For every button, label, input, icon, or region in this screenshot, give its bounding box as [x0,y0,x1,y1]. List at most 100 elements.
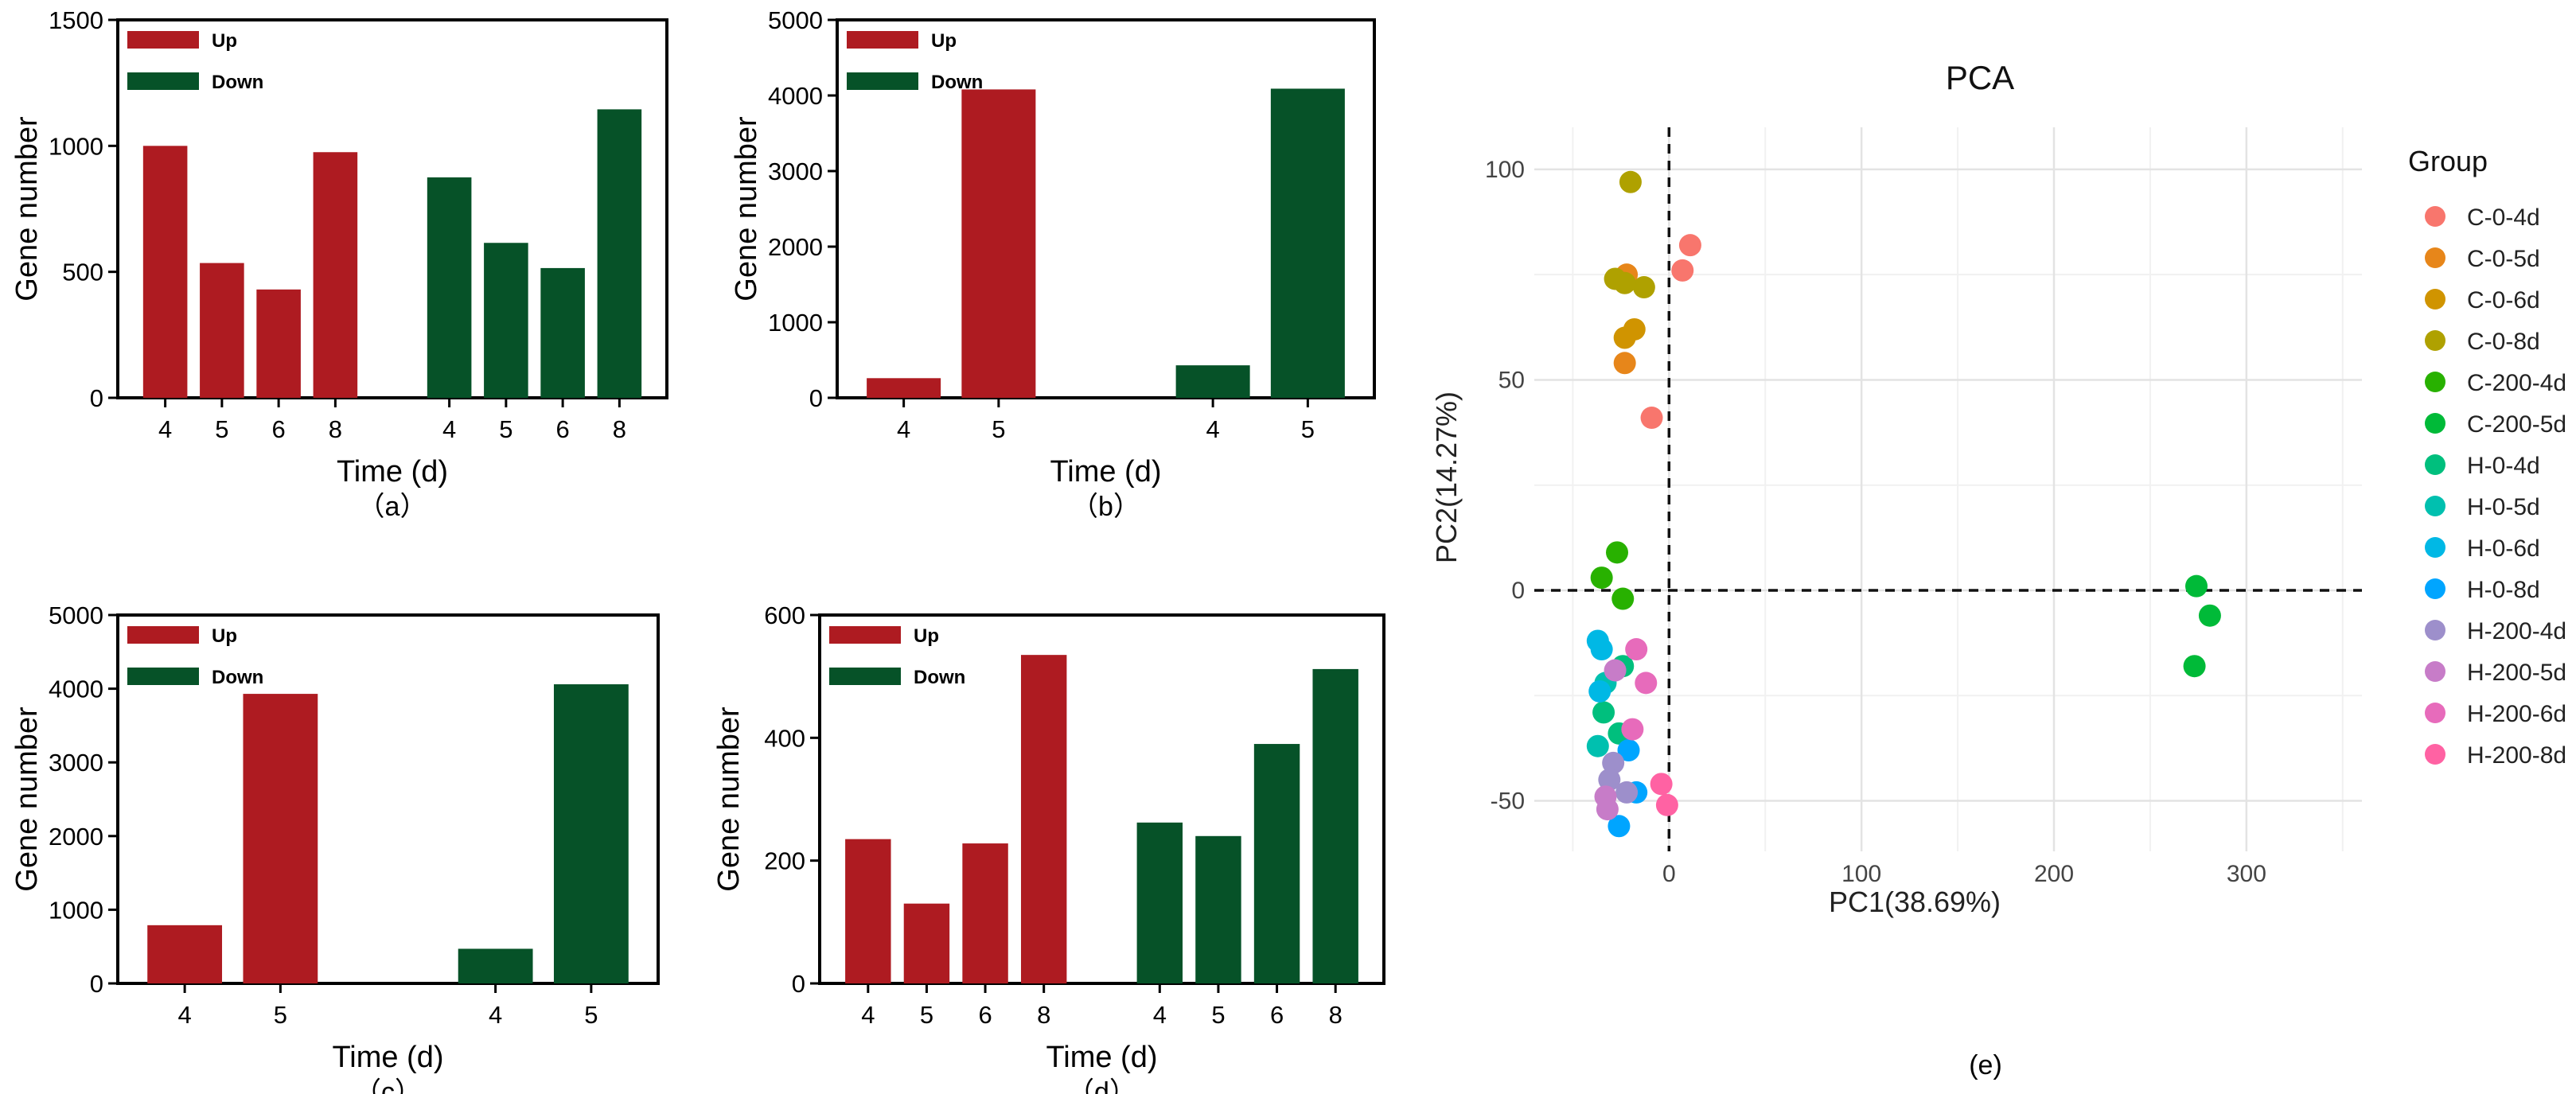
bar-down-6 [1253,744,1300,983]
y-tick-label: 5000 [768,6,823,34]
x-tick-label: 5 [992,415,1005,443]
x-tick-label: 5 [215,415,228,443]
bar-down-4 [1175,365,1250,398]
x-tick-label: 5 [499,415,512,443]
legend-marker-H-200-4d [2425,620,2445,640]
y-tick-label: 4000 [768,82,823,110]
bar-up-6 [962,843,1008,983]
legend-marker-C-200-4d [2425,372,2445,392]
y-axis-title: PC2(14.27%) [1430,391,1463,563]
x-tick-label: 4 [489,1001,502,1029]
y-tick-label: 400 [764,724,805,752]
legend-swatch-down [127,72,199,90]
point-C-0-8d [1632,276,1655,299]
legend-swatch-down [847,72,918,90]
legend-label-up: Up [914,625,939,647]
x-tick-label: 0 [1662,861,1676,887]
legend-marker-H-200-6d [2425,703,2445,723]
legend-marker-C-0-4d [2425,206,2445,227]
legend-label-H-200-5d: H-200-5d [2467,660,2566,686]
point-C-200-4d [1606,541,1628,564]
point-H-200-5d [1594,785,1617,808]
x-tick-label: 6 [556,415,570,443]
y-tick-label: 600 [764,602,805,629]
y-tick-label: 100 [1485,157,1525,183]
bar-up-8 [313,152,358,398]
legend-swatch-up [127,31,199,49]
panel-d-bar-chart: 0 200 400 600 4 5 6 8 4 5 6 8 Up Down Gene number Time … [712,602,1385,1094]
bar-down-5 [1270,88,1345,398]
y-tick-label: 1000 [49,896,103,924]
x-tick-label: 4 [442,415,456,443]
legend-marker-H-0-4d [2425,454,2445,475]
y-axis-title: Gene number [10,116,44,302]
legend-label-C-0-8d: C-0-8d [2467,329,2540,355]
legend-label-down: Down [931,72,983,93]
point-H-0-4d [1592,701,1615,724]
legend-label-H-0-8d: H-0-8d [2467,577,2540,603]
bar-down-8 [597,109,642,398]
bar-up-4 [845,839,891,983]
y-tick-label: 0 [809,384,823,412]
legend-marker-H-200-8d [2425,744,2445,765]
legend-marker-H-200-5d [2425,661,2445,682]
bar-down-4 [1136,822,1183,983]
x-tick-label: 8 [329,415,342,443]
bar-up-5 [243,694,318,983]
bar-up-4 [142,146,188,399]
point-H-200-4d [1598,769,1621,792]
legend-label-down: Down [212,667,263,688]
legend-marker-H-0-8d [2425,578,2445,599]
x-tick-label: 300 [2227,861,2266,887]
legend-label-down: Down [914,667,965,688]
point-H-200-6d [1635,672,1658,695]
bar-up-6 [256,289,301,398]
legend-label-C-0-5d: C-0-5d [2467,246,2540,272]
y-tick-label: 1000 [49,132,103,160]
x-axis-title: Time (d) [1050,455,1161,489]
legend-label-H-0-4d: H-0-4d [2467,453,2540,479]
legend-marker-C-0-8d [2425,330,2445,351]
x-tick-label: 6 [272,415,286,443]
bar-down-6 [540,267,585,398]
y-tick-label: 3000 [768,158,823,185]
legend-label-H-200-6d: H-200-6d [2467,701,2566,727]
panel-label: （c） [354,1077,422,1094]
point-C-200-4d [1611,587,1635,610]
bar-up-4 [147,925,223,983]
legend-swatch-up [127,626,199,644]
bar-up-5 [200,263,244,398]
panel-label: （d） [1067,1077,1136,1094]
x-axis-title: PC1(38.69%) [1829,886,2001,918]
point-H-0-8d [1617,739,1640,762]
plot-frame [116,613,660,985]
legend-label-C-0-4d: C-0-4d [2467,204,2540,231]
point-C-0-6d [1613,326,1636,349]
y-tick-label: -50 [1491,788,1525,815]
legend-swatch-up [847,31,918,49]
x-tick-label: 5 [920,1001,933,1029]
panel-label: （a） [358,492,427,522]
point-C-0-8d [1619,170,1642,193]
point-H-200-4d [1615,781,1639,804]
x-tick-label: 100 [1841,861,1881,887]
x-tick-label: 8 [1037,1001,1050,1029]
legend-marker-C-0-6d [2425,289,2445,310]
bar-up-5 [903,903,950,983]
point-H-200-8d [1655,793,1678,816]
legend-swatch-down [127,668,199,685]
legend-title: Group [2408,145,2488,177]
plot-frame [836,18,1376,399]
y-tick-label: 5000 [49,602,103,629]
x-tick-label: 4 [861,1001,875,1029]
legend-swatch-down [829,668,901,685]
bar-down-4 [427,177,472,398]
x-tick-label: 4 [897,415,910,443]
legend-marker-H-0-6d [2425,537,2445,558]
y-axis-title: Gene number [730,116,763,302]
point-H-200-4d [1602,751,1625,774]
legend-swatch-up [829,626,901,644]
bar-up-8 [1020,655,1067,983]
y-tick-label: 2000 [49,823,103,851]
